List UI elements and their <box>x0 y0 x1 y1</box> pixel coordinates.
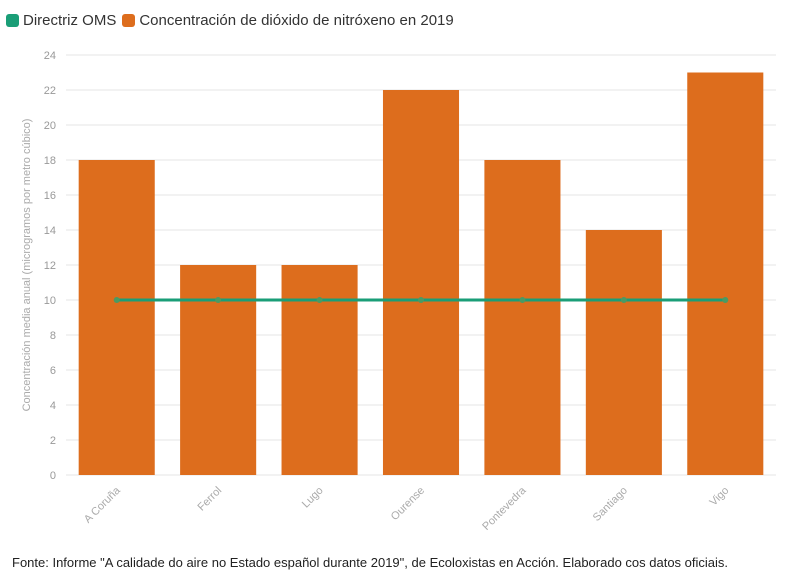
y-tick-label: 20 <box>44 120 56 132</box>
y-tick-label: 22 <box>44 85 56 97</box>
y-tick-label: 12 <box>44 260 56 272</box>
y-tick-label: 2 <box>50 435 56 447</box>
bar-4 <box>484 160 561 475</box>
x-tick-label: Ferrol <box>195 485 224 514</box>
who-guideline-point-0 <box>113 297 120 303</box>
bar-5 <box>585 230 662 475</box>
legend-label-no2-concentration: Concentración de dióxido de nitróxeno en… <box>139 12 454 29</box>
bar-0 <box>78 160 155 475</box>
y-tick-label: 18 <box>44 155 56 167</box>
y-tick-label: 14 <box>44 225 56 237</box>
y-tick-label: 6 <box>50 365 56 377</box>
who-guideline-point-3 <box>418 297 424 303</box>
legend: Directriz OMS Concentración de dióxido d… <box>6 12 460 29</box>
y-tick-label: 16 <box>44 190 56 202</box>
x-tick-label: A Coruña <box>82 484 124 526</box>
legend-swatch-no2-concentration <box>122 14 136 27</box>
bar-6 <box>687 72 764 475</box>
who-guideline-point-2 <box>316 297 323 303</box>
y-tick-label: 24 <box>44 50 56 62</box>
legend-label-who-guideline: Directriz OMS <box>23 12 117 29</box>
y-tick-label: 10 <box>44 295 56 307</box>
x-tick-label: Ourense <box>389 485 427 523</box>
legend-swatch-who-guideline <box>6 14 19 27</box>
who-guideline-point-6 <box>722 297 729 303</box>
legend-item-no2-concentration[interactable]: Concentración de dióxido de nitróxeno en… <box>122 12 454 29</box>
bar-2 <box>281 265 358 475</box>
x-tick-label: Santiago <box>591 485 630 524</box>
who-guideline-point-5 <box>620 297 627 303</box>
legend-item-who-guideline[interactable]: Directriz OMS <box>6 12 116 29</box>
x-tick-label: Vigo <box>707 485 731 509</box>
source-footnote: Fonte: Informe "A calidade do aire no Es… <box>12 555 729 570</box>
y-axis-title: Concentración media anual (microgramos p… <box>21 119 33 412</box>
y-tick-label: 0 <box>50 470 56 482</box>
y-tick-label: 4 <box>50 400 56 412</box>
bar-1 <box>180 265 257 475</box>
who-guideline-point-1 <box>215 297 222 303</box>
x-tick-label: Pontevedra <box>480 484 529 533</box>
x-tick-label: Lugo <box>300 485 326 511</box>
who-guideline-point-4 <box>519 297 526 303</box>
bar-3 <box>382 90 460 475</box>
y-tick-label: 8 <box>50 330 56 342</box>
